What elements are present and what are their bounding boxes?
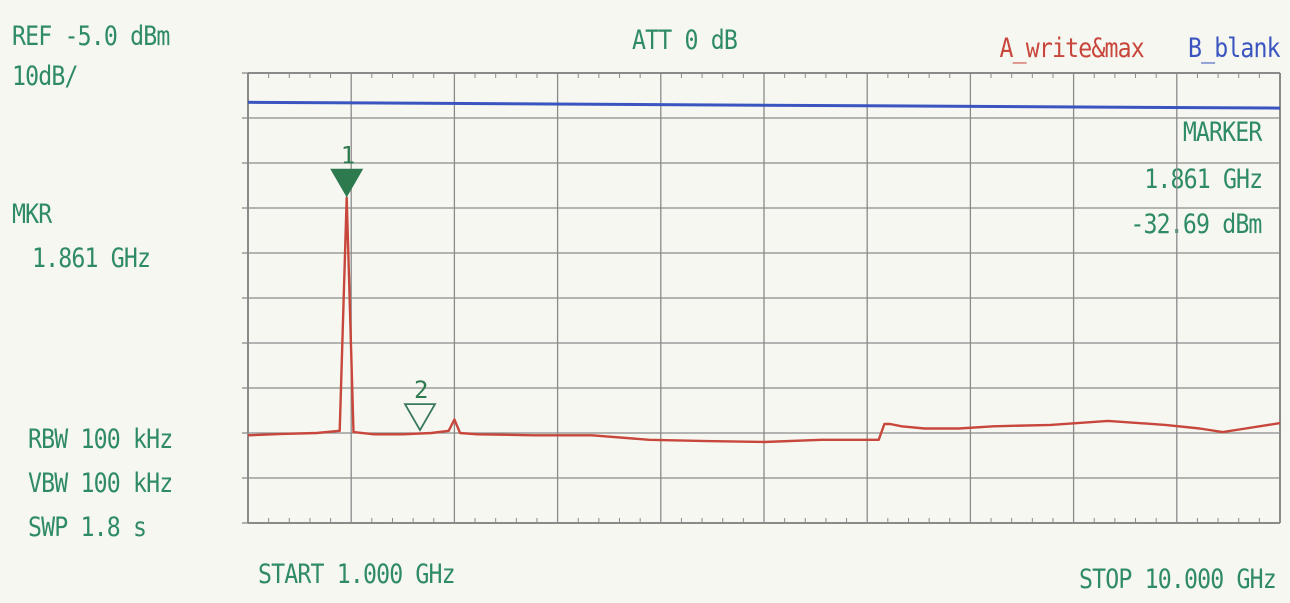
stop-frequency-label: STOP 10.000 GHz [1079,564,1277,595]
marker-1-icon [330,168,364,198]
attenuation-label: ATT 0 dB [632,25,738,56]
rbw-label: RBW 100 kHz [28,424,173,455]
sweep-label: SWP 1.8 s [28,512,147,543]
ref-level-label: REF -5.0 dBm [12,21,170,52]
mkr-label: MKR [12,199,52,230]
marker-box-title: MARKER [1183,117,1263,148]
trace-a-label: A_write&max [999,33,1145,64]
marker-2-label: 2 [414,376,428,404]
marker-1-label: 1 [341,142,355,170]
mkr-frequency: 1.861 GHz [32,243,151,274]
marker-2-icon [403,403,437,432]
scale-label: 10dB/ [12,61,78,92]
trace-b-line [247,100,1281,110]
trace-a-line [247,196,1281,444]
vbw-label: VBW 100 kHz [28,468,173,499]
trace-b-label: B_blank [1188,33,1281,64]
marker-box-level: -32.69 dBm [1130,209,1263,240]
start-frequency-label: START 1.000 GHz [258,559,456,590]
